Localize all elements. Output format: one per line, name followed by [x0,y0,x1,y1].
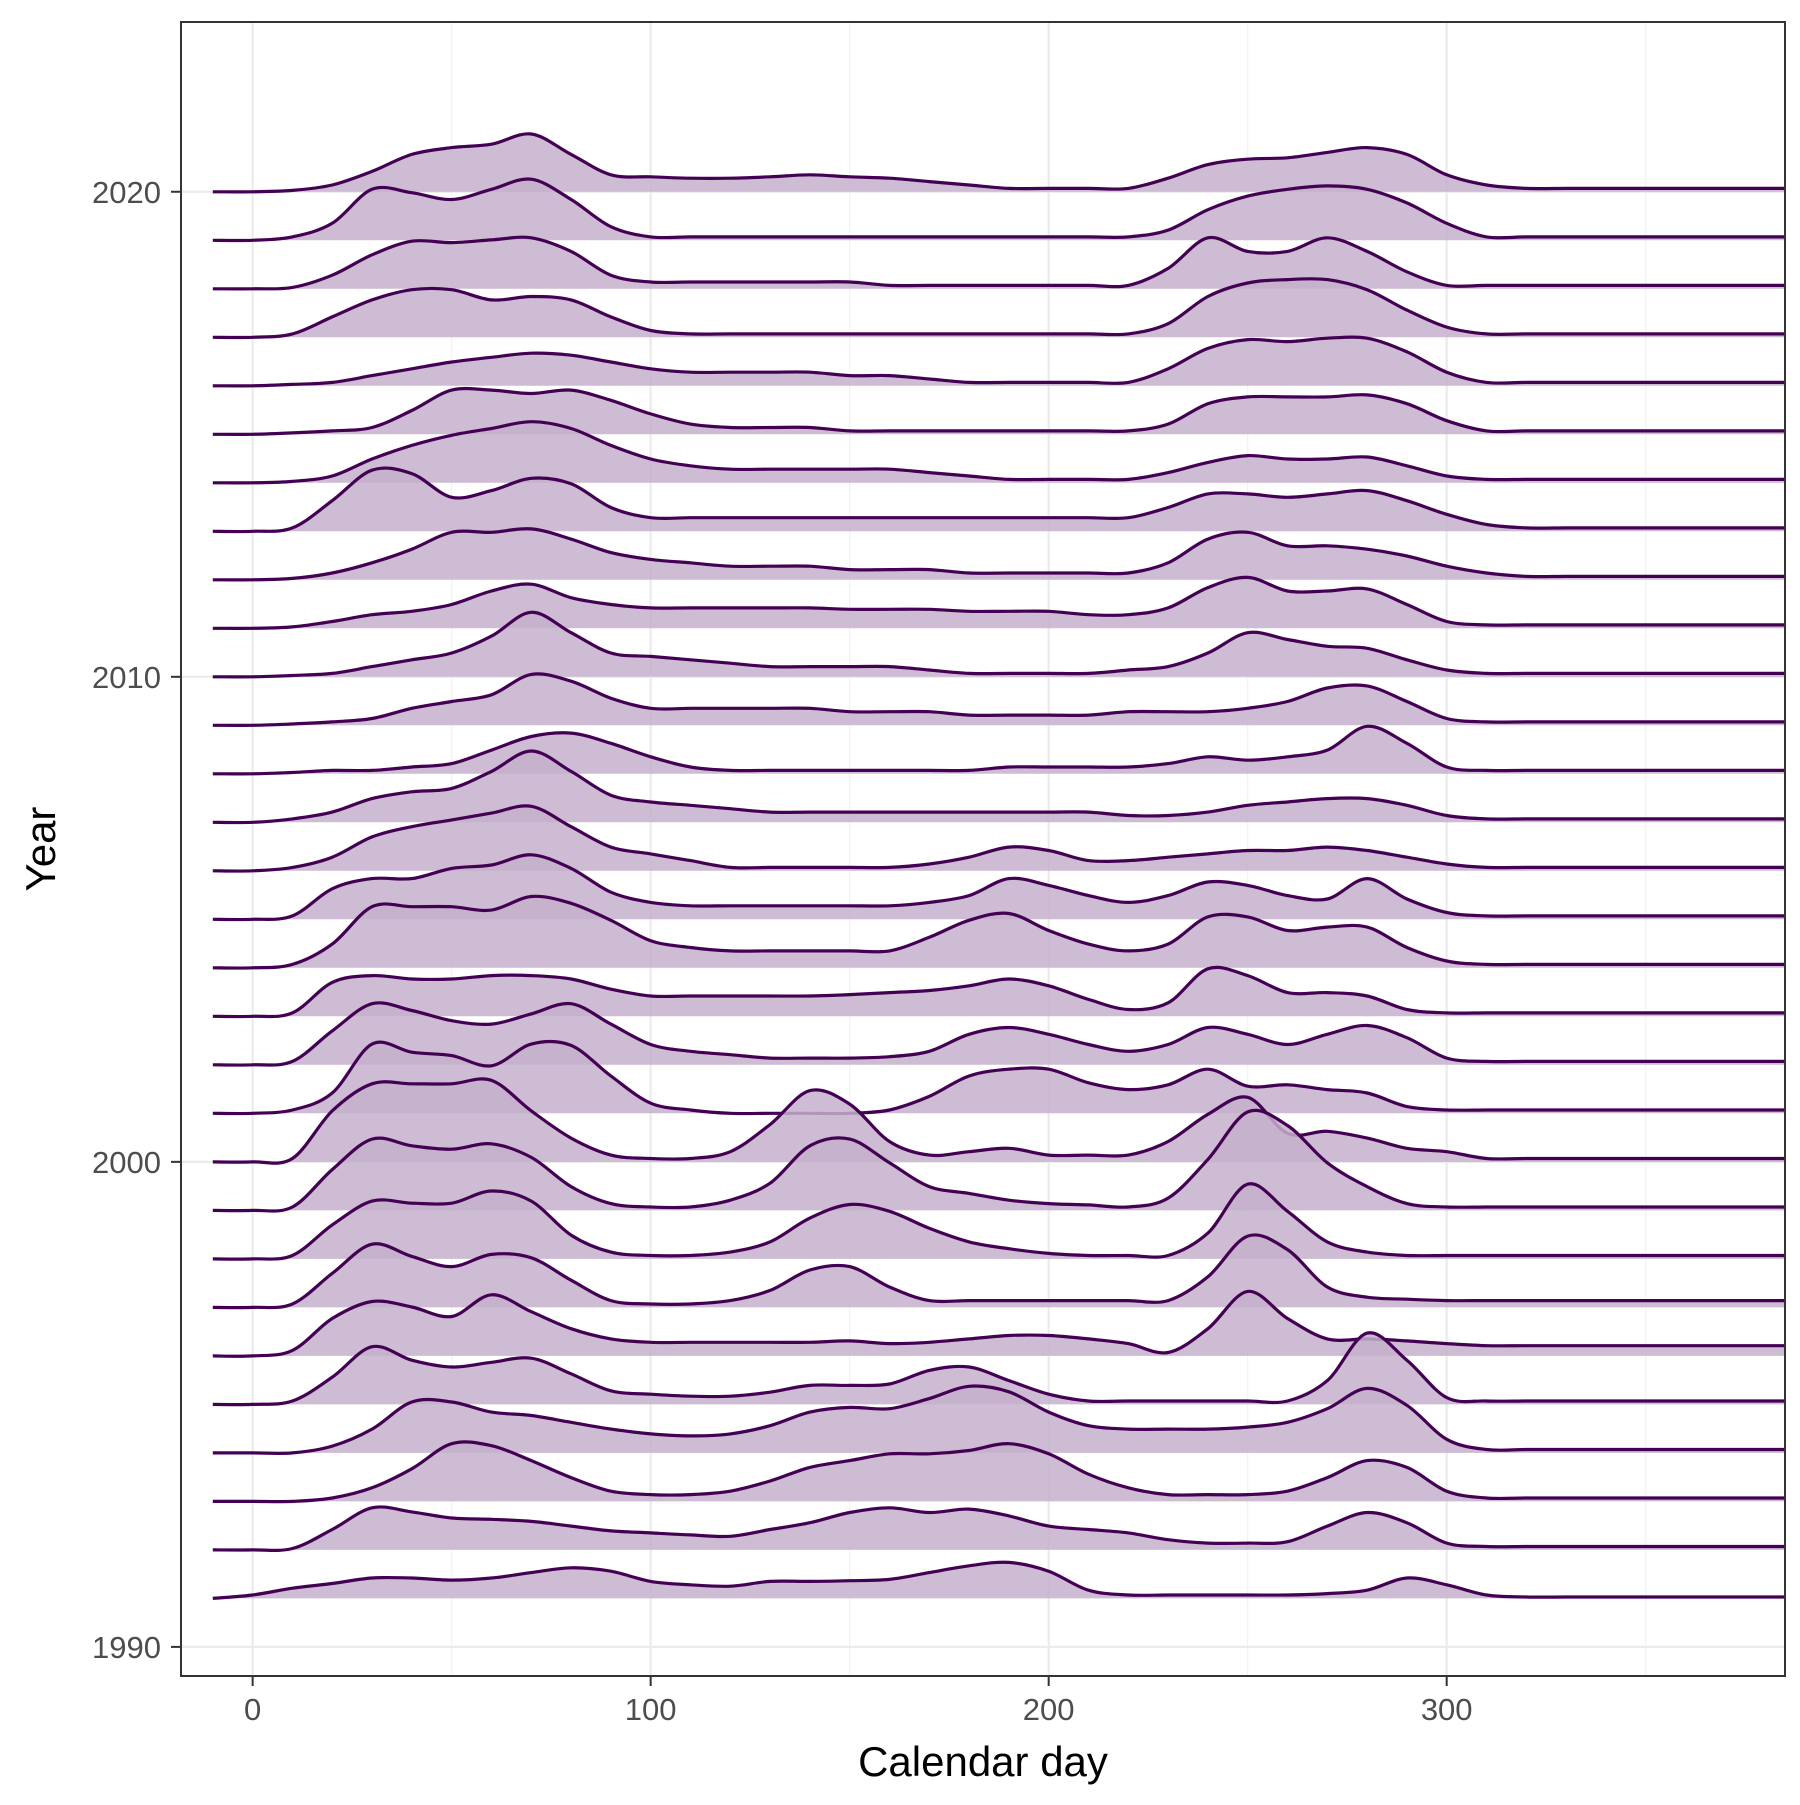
ridge-line-1998 [212,1182,1785,1261]
ridge-2002 [212,1001,1785,1067]
y-tick-label: 2000 [92,1145,161,1180]
ridge-area-2008 [212,726,1785,774]
ridge-layer [212,132,1786,1600]
ridge-line-2006 [212,804,1785,873]
ridge-2016 [212,335,1785,388]
ridge-2017 [212,277,1785,340]
ridge-line-2015 [212,386,1785,436]
ridge-area-1995 [212,1332,1785,1405]
ridge-2018 [212,235,1785,291]
ridge-line-1999 [212,1108,1785,1213]
ridge-area-2009 [212,673,1785,726]
ridge-2001 [212,1039,1785,1116]
ridge-line-2005 [212,853,1785,922]
ridge-2007 [212,749,1785,825]
ridge-line-2010 [212,610,1785,679]
ridge-area-2017 [212,278,1785,338]
ridge-area-2004 [212,896,1785,969]
ridge-2008 [212,724,1785,776]
panel-border [180,21,1786,1677]
ridge-line-2014 [212,420,1785,485]
axis-layer: 0 100 200 300 1990 2000 2010 2020 [92,175,1473,1727]
ridge-line-1997 [212,1233,1785,1310]
ridge-line-2007 [212,749,1785,825]
ridge-line-1993 [212,1440,1785,1504]
ridge-2019 [212,177,1785,243]
ridge-area-1994 [212,1386,1785,1454]
ridge-line-1992 [212,1505,1785,1552]
ridge-line-1995 [212,1331,1785,1407]
ridge-area-2003 [212,967,1785,1017]
ridge-line-2001 [212,1039,1785,1116]
x-tick-label: 200 [1023,1692,1075,1727]
ridge-area-2010 [212,612,1785,677]
ridge-line-2019 [212,177,1785,243]
ridge-line-2018 [212,235,1785,291]
ridge-area-2002 [212,1002,1785,1066]
ridge-area-2011 [212,577,1785,629]
ridge-area-2020 [212,133,1785,192]
x-tick-label: 300 [1421,1692,1473,1727]
ridge-2005 [212,853,1785,922]
ridge-line-1994 [212,1384,1785,1455]
ridge-line-2002 [212,1001,1785,1067]
ridge-line-2004 [212,894,1785,970]
ridge-2013 [212,466,1785,534]
ridge-1993 [212,1440,1785,1504]
ridge-area-2012 [212,528,1785,580]
ridge-2006 [212,804,1785,873]
ridge-2014 [212,420,1785,485]
y-axis-title: Year [17,807,64,892]
ridge-2015 [212,386,1785,436]
ridge-2011 [212,575,1785,630]
ridge-line-2011 [212,575,1785,630]
x-tick-label: 0 [244,1692,261,1727]
ridge-2009 [212,672,1785,727]
ridge-line-1991 [212,1560,1785,1600]
ridge-line-2009 [212,672,1785,727]
y-tick-label: 1990 [92,1630,161,1665]
ridge-area-1993 [212,1441,1785,1502]
ridge-line-2003 [212,965,1786,1019]
ridge-2020 [212,132,1785,194]
ridge-line-2016 [212,335,1785,388]
ridge-2010 [212,610,1785,679]
ridge-2012 [212,527,1785,582]
ridge-line-1996 [212,1289,1785,1358]
ridge-1995 [212,1331,1785,1407]
ridge-line-2020 [212,132,1785,194]
ridge-2004 [212,894,1785,970]
y-tick-label: 2020 [92,175,161,210]
ridge-area-2014 [212,421,1785,483]
ridge-area-2005 [212,854,1785,920]
ridge-1992 [212,1505,1785,1552]
x-axis-title: Calendar day [858,1738,1108,1785]
ridge-area-2001 [212,1041,1785,1114]
ridge-line-2000 [212,1077,1786,1165]
ridge-1996 [212,1289,1785,1358]
ridge-2003 [212,965,1786,1019]
ridge-line-2008 [212,724,1785,776]
ridge-area-2016 [212,337,1785,386]
y-tick-label: 2010 [92,660,161,695]
ridge-area-2007 [212,751,1785,823]
ridge-line-2013 [212,466,1785,534]
ridge-area-2018 [212,237,1785,289]
ridge-area-2013 [212,468,1785,532]
ridge-1994 [212,1384,1785,1455]
ridge-line-2017 [212,277,1785,340]
ridge-line-2012 [212,527,1785,582]
ridge-1991 [212,1560,1785,1600]
x-tick-label: 100 [625,1692,677,1727]
